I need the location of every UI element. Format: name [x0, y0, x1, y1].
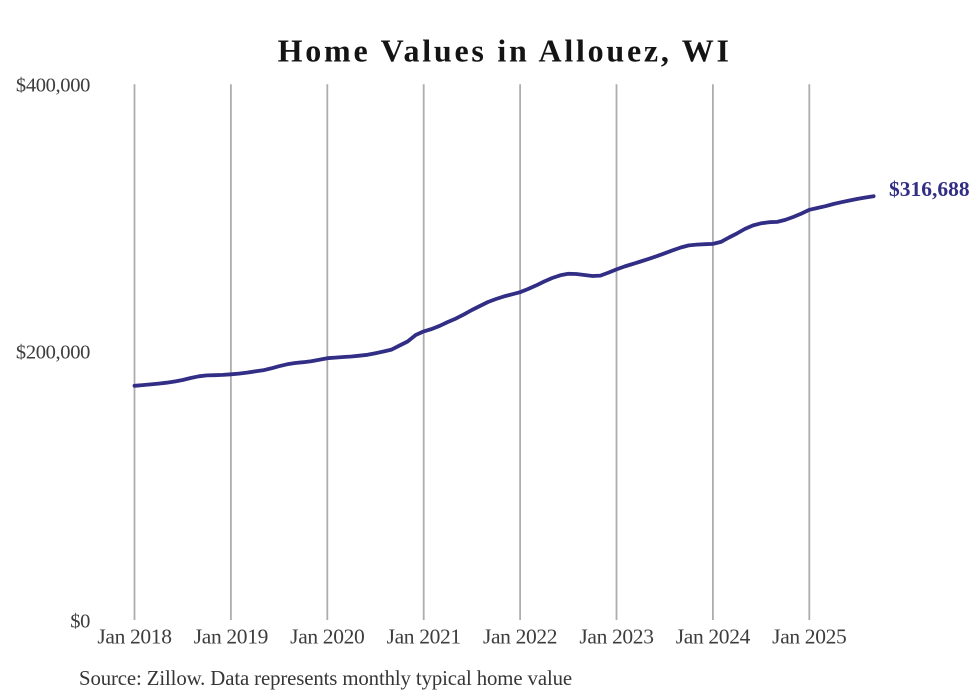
svg-text:Home Values in Allouez, WI: Home Values in Allouez, WI	[278, 33, 732, 69]
svg-text:Jan 2023: Jan 2023	[579, 624, 653, 648]
svg-text:Jan 2021: Jan 2021	[387, 624, 461, 648]
svg-text:Source: Zillow. Data represent: Source: Zillow. Data represents monthly …	[79, 667, 572, 690]
svg-text:Jan 2019: Jan 2019	[194, 624, 268, 648]
svg-text:Jan 2020: Jan 2020	[290, 624, 364, 648]
svg-text:Jan 2024: Jan 2024	[676, 624, 751, 648]
svg-text:$316,688: $316,688	[889, 177, 970, 201]
svg-text:Jan 2022: Jan 2022	[483, 624, 557, 648]
svg-text:$200,000: $200,000	[16, 342, 90, 364]
svg-text:Jan 2025: Jan 2025	[772, 624, 846, 648]
svg-text:Jan 2018: Jan 2018	[97, 624, 171, 648]
svg-text:$400,000: $400,000	[16, 75, 90, 97]
svg-text:$0: $0	[70, 611, 90, 633]
